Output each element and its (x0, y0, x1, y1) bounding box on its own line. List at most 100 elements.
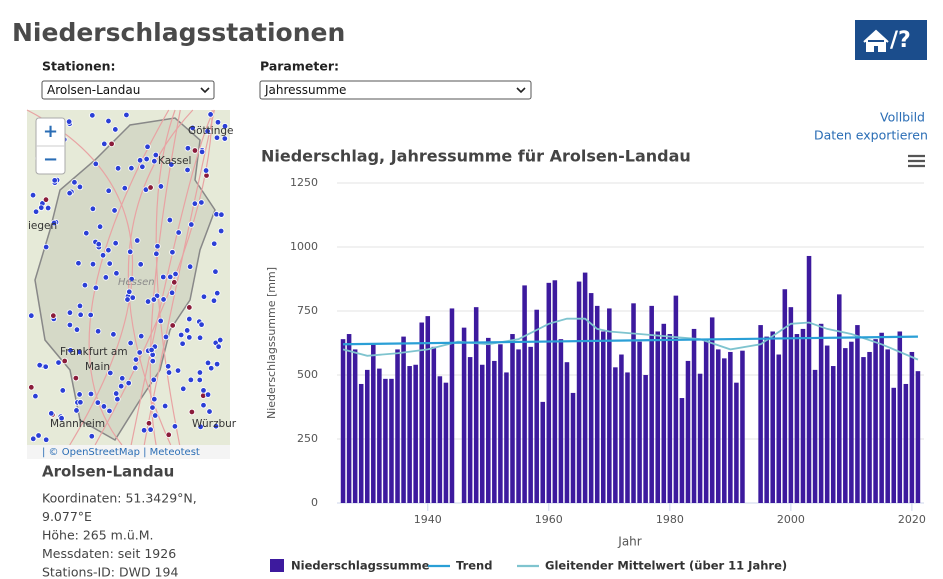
station-dot[interactable] (38, 204, 45, 211)
station-dot[interactable] (215, 343, 222, 350)
station-dot[interactable] (153, 250, 160, 258)
station-dot[interactable] (214, 119, 222, 126)
station-dot[interactable] (191, 200, 199, 207)
station-dot[interactable] (89, 260, 97, 268)
station-dot[interactable] (32, 208, 40, 215)
station-dot[interactable] (29, 191, 37, 199)
station-dot[interactable] (127, 339, 134, 347)
station-dot[interactable] (191, 147, 199, 154)
station-dot[interactable] (89, 205, 97, 213)
station-dot[interactable] (154, 243, 161, 250)
station-dot[interactable] (94, 399, 102, 406)
station-dot[interactable] (42, 436, 50, 443)
station-dot[interactable] (137, 261, 144, 268)
station-dot[interactable] (186, 334, 193, 341)
station-dot[interactable] (76, 302, 84, 310)
station-dot[interactable] (186, 263, 194, 270)
station-dot[interactable] (30, 435, 37, 443)
station-dot[interactable] (143, 155, 150, 163)
station-dot[interactable] (161, 402, 169, 410)
station-dot[interactable] (147, 426, 154, 433)
station-dot[interactable] (117, 383, 125, 390)
station-dot[interactable] (196, 334, 204, 341)
station-dot[interactable] (129, 294, 136, 301)
station-dot[interactable] (177, 331, 185, 339)
link-export[interactable]: Daten exportieren (814, 128, 928, 143)
station-dot[interactable] (196, 369, 204, 376)
station-dot[interactable] (186, 315, 193, 323)
station-dot[interactable] (66, 189, 73, 197)
station-dot[interactable] (198, 199, 205, 206)
station-dot[interactable] (36, 361, 43, 369)
station-dot[interactable] (175, 229, 182, 236)
station-dot[interactable] (198, 321, 205, 328)
station-dot[interactable] (32, 392, 39, 400)
station-dot[interactable] (94, 328, 102, 335)
station-dot[interactable] (87, 390, 95, 398)
station-dot[interactable] (149, 357, 156, 365)
station-dot[interactable] (76, 183, 84, 191)
station-dot[interactable] (72, 374, 80, 382)
station-dot[interactable] (150, 376, 157, 383)
station-dot[interactable] (71, 179, 78, 186)
station-dot[interactable] (214, 289, 221, 297)
station-dot[interactable] (174, 367, 182, 374)
station-dot[interactable] (200, 293, 208, 300)
station-dot[interactable] (76, 391, 83, 398)
station-dot[interactable] (171, 279, 178, 286)
station-dot[interactable] (126, 288, 133, 295)
station-dot[interactable] (128, 164, 135, 172)
station-dot[interactable] (95, 241, 102, 248)
station-dot[interactable] (184, 166, 191, 174)
station-dot[interactable] (59, 387, 66, 394)
station-dot[interactable] (212, 423, 220, 430)
station-dot[interactable] (149, 404, 156, 411)
station-dot[interactable] (213, 134, 221, 141)
station-dot[interactable] (44, 204, 52, 212)
station-dot[interactable] (132, 364, 139, 372)
station-dot[interactable] (83, 229, 90, 237)
station-dot[interactable] (112, 126, 119, 133)
station-dot[interactable] (73, 407, 80, 414)
station-dot[interactable] (211, 240, 218, 247)
station-dot[interactable] (67, 347, 74, 354)
station-dot[interactable] (152, 412, 159, 419)
station-dot[interactable] (112, 239, 119, 247)
station-dot[interactable] (50, 219, 58, 227)
station-dot[interactable] (169, 322, 176, 329)
station-dot[interactable] (138, 332, 145, 340)
station-dot[interactable] (88, 433, 95, 440)
station-dot[interactable] (165, 431, 172, 438)
station-dot[interactable] (217, 336, 224, 344)
station-dot[interactable] (221, 135, 228, 142)
legend-item[interactable]: Niederschlagssumme (270, 559, 430, 573)
station-dot[interactable] (42, 196, 50, 203)
station-dot[interactable] (92, 160, 99, 168)
station-dot[interactable] (124, 296, 131, 303)
station-dot[interactable] (51, 177, 58, 184)
station-dot[interactable] (204, 128, 211, 135)
station-dot[interactable] (42, 363, 49, 370)
station-dot[interactable] (35, 432, 42, 439)
station-dot[interactable] (188, 221, 195, 228)
station-dot[interactable] (147, 184, 154, 191)
station-dot[interactable] (164, 363, 172, 370)
station-dot[interactable] (28, 384, 35, 391)
station-dot[interactable] (77, 311, 84, 318)
station-dot[interactable] (204, 391, 212, 398)
station-dot[interactable] (111, 207, 118, 214)
station-dot[interactable] (55, 359, 62, 366)
station-dot[interactable] (114, 395, 121, 403)
station-dot[interactable] (207, 111, 214, 118)
station-dot[interactable] (151, 157, 158, 165)
station-dot[interactable] (81, 281, 89, 289)
station-dot[interactable] (100, 403, 108, 410)
station-dot[interactable] (127, 248, 134, 256)
station-dot[interactable] (75, 260, 82, 267)
station-dot[interactable] (179, 340, 186, 347)
link-fullscreen[interactable]: Vollbild (880, 110, 925, 125)
station-dot[interactable] (166, 216, 174, 224)
station-dot[interactable] (196, 376, 203, 384)
station-dot[interactable] (136, 349, 143, 356)
station-dot[interactable] (110, 331, 117, 338)
